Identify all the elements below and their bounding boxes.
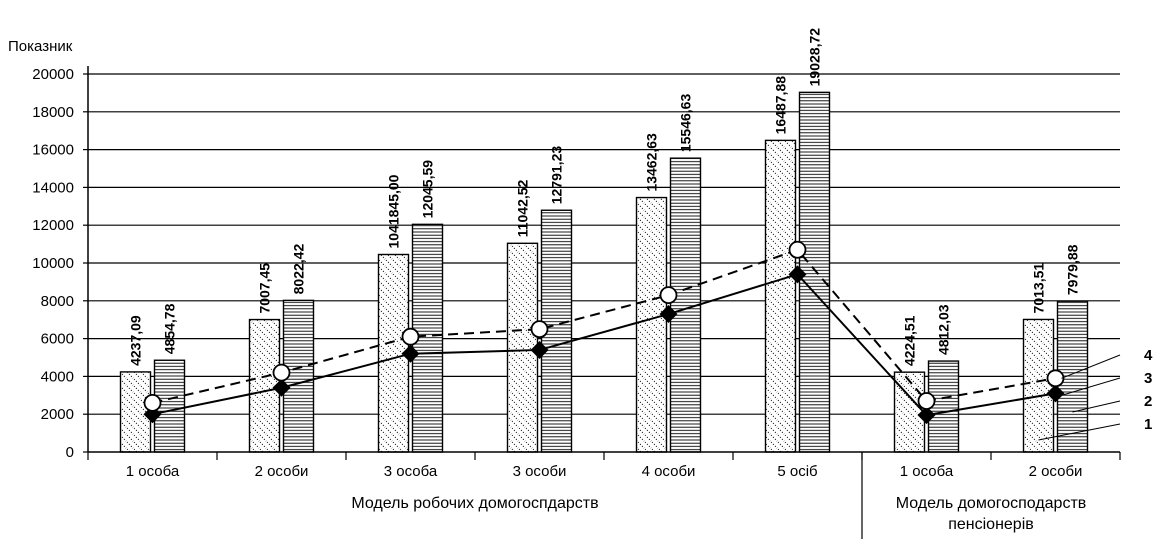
legend-leader <box>1061 354 1121 379</box>
legend: 1 2 3 4 <box>1038 347 1153 441</box>
y-tick-label: 16000 <box>32 142 74 159</box>
bar <box>506 242 539 453</box>
point-marker <box>788 265 807 284</box>
data-label: 4812,03 <box>936 304 952 355</box>
x-tick-label: 3 особи <box>513 463 567 480</box>
lines <box>143 240 1065 425</box>
legend-leader <box>1038 423 1121 441</box>
x-tick-label: 3 особа <box>384 463 438 480</box>
x-tick-label: 4 особи <box>642 463 696 480</box>
bar <box>1022 318 1055 453</box>
y-axis-label: Показник <box>8 38 73 55</box>
data-label: 12045,59 <box>420 160 436 219</box>
x-tick-label: 1 особа <box>900 463 954 480</box>
series-line <box>152 273 1056 417</box>
data-label: 7007,45 <box>257 263 273 314</box>
legend-number: 2 <box>1144 393 1152 410</box>
y-tick-label: 8000 <box>41 293 74 310</box>
point-marker <box>530 340 549 359</box>
point-marker <box>272 363 291 382</box>
bar <box>635 196 668 453</box>
point-marker <box>917 392 936 410</box>
data-label: 7979,88 <box>1065 244 1081 295</box>
data-label: 12791,23 <box>549 146 565 205</box>
point-marker <box>143 393 162 412</box>
y-tick-label: 2000 <box>41 406 74 423</box>
x-tick-label: 5 осіб <box>777 463 817 480</box>
data-label: 13462,63 <box>644 133 660 192</box>
point-marker <box>1046 384 1065 403</box>
y-tick-label: 12000 <box>32 217 74 234</box>
y-tick-label: 4000 <box>41 368 74 385</box>
axes: Показник 0 2000 4000 6000 8000 10000 12000 14000… <box>8 38 1121 539</box>
legend-number: 3 <box>1144 370 1152 387</box>
y-tick-label: 0 <box>66 444 74 461</box>
point-marker <box>401 344 420 363</box>
legend-number: 1 <box>1144 416 1152 433</box>
data-label: 4224,51 <box>902 315 918 366</box>
y-tick-label: 6000 <box>41 331 74 348</box>
legend-leader <box>1061 377 1121 396</box>
legend-number: 4 <box>1144 347 1153 364</box>
y-tick-label: 18000 <box>32 104 74 121</box>
point-marker <box>272 378 291 397</box>
bar <box>927 360 960 453</box>
group-label-workers: Модель робочих домогоспдарств <box>351 495 598 512</box>
data-label: 11042,52 <box>515 179 531 237</box>
x-tick-label: 1 особа <box>126 463 180 480</box>
x-tick-label: 2 особи <box>1029 463 1083 480</box>
group-label-pensioners: Модель домогосподарств <box>896 495 1087 512</box>
legend-leader <box>1072 400 1121 413</box>
data-label: 15546,63 <box>678 94 694 153</box>
data-label: 16487,88 <box>773 76 789 135</box>
point-marker <box>659 305 678 324</box>
point-marker <box>1046 369 1065 388</box>
grid <box>88 73 1120 415</box>
data-label: 7013,51 <box>1031 263 1047 314</box>
group-label-pensioners: пенсіонерів <box>948 516 1034 533</box>
point-marker <box>788 240 807 259</box>
point-marker <box>401 327 420 346</box>
data-label: 4237,09 <box>128 315 144 366</box>
y-tick-label: 14000 <box>32 179 74 196</box>
point-marker <box>917 406 936 425</box>
bar <box>798 91 831 453</box>
data-label: 1041845,00 <box>386 174 402 248</box>
data-label: 19028,72 <box>807 28 823 87</box>
point-marker <box>659 286 678 305</box>
data-label: 4854,78 <box>162 303 178 354</box>
y-tick-label: 20000 <box>32 66 74 83</box>
point-marker <box>530 320 549 339</box>
labels: 4237,09 7007,45 1041845,00 11042,52 13462,63… <box>128 28 1081 366</box>
x-tick-label: 2 особи <box>255 463 309 480</box>
data-label: 8022,42 <box>291 244 307 295</box>
bar <box>764 139 797 453</box>
y-tick-label: 10000 <box>32 255 74 272</box>
